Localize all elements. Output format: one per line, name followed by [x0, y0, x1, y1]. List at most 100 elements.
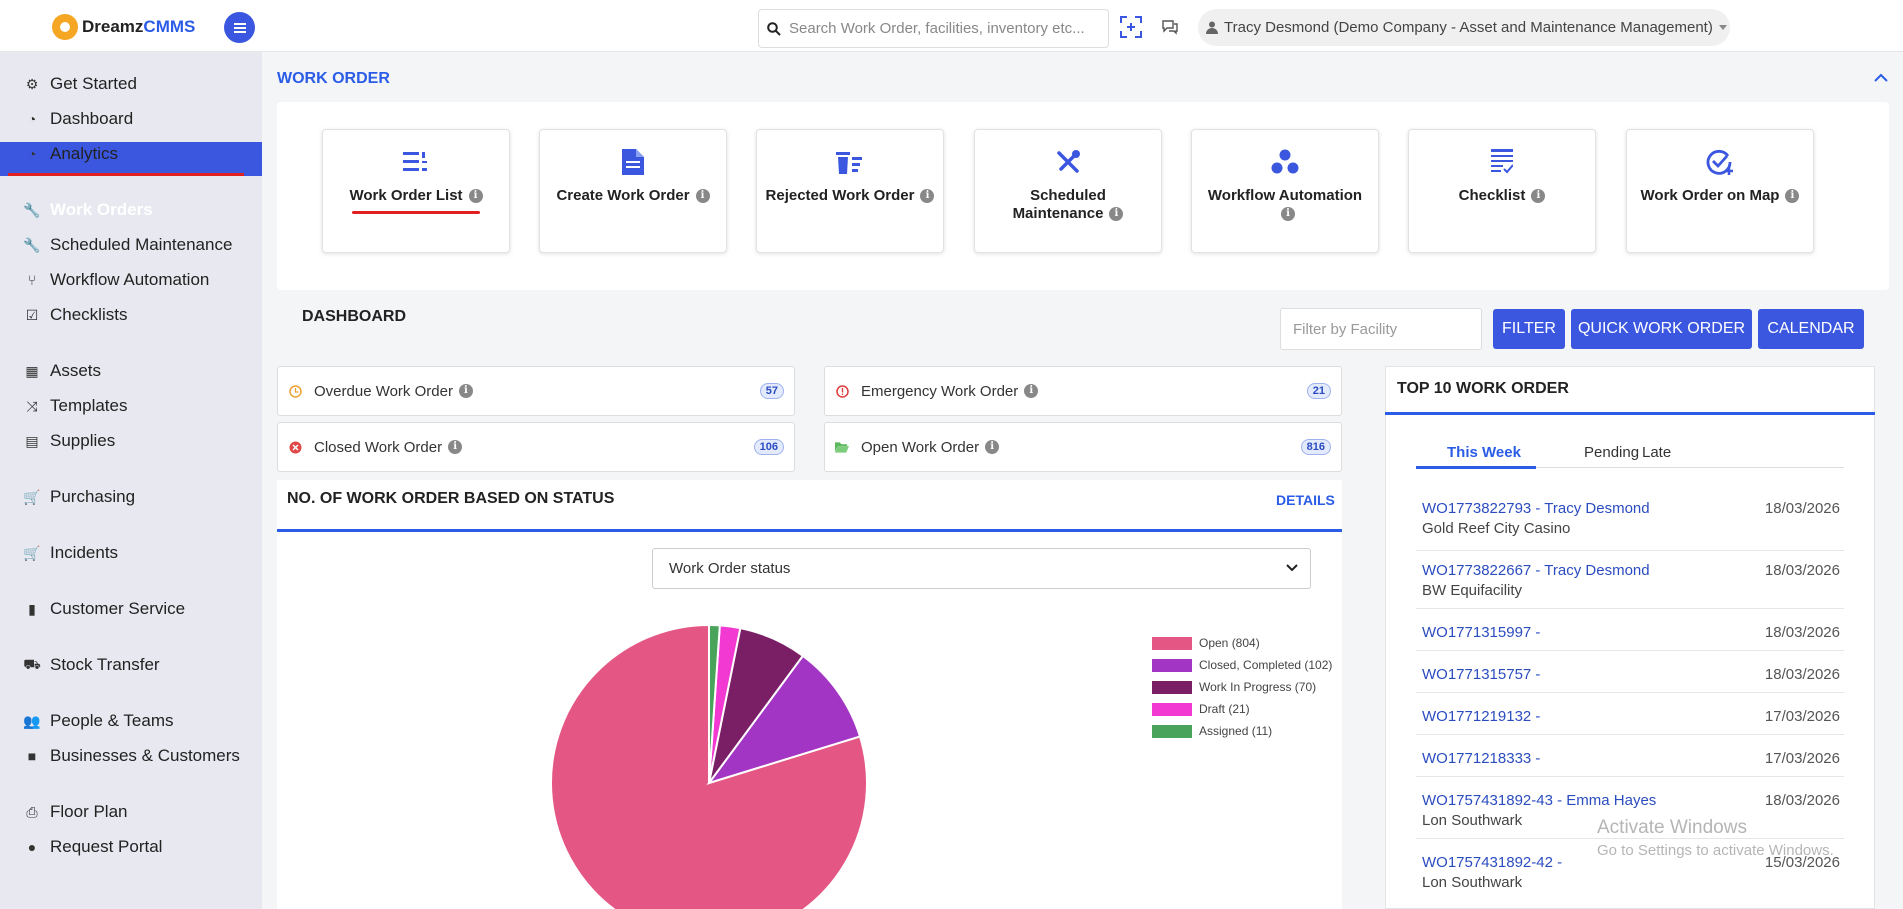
sidebar-item-analytics[interactable]: ◔ Analytics — [24, 142, 118, 166]
tile-checklist[interactable]: Checklist i — [1408, 129, 1596, 253]
work-order-link[interactable]: WO1771315757 - — [1422, 666, 1541, 683]
work-order-row[interactable]: WO1771315757 - 18/03/2026 — [1416, 666, 1844, 693]
wrench-icon: 🔧 — [23, 236, 41, 253]
work-order-link[interactable]: WO1771219132 - — [1422, 708, 1541, 725]
sidebar-item-dashboard[interactable]: ◔ Dashboard — [24, 107, 133, 131]
filter-by-facility-input[interactable] — [1280, 308, 1482, 350]
gears-icon: ⚙ — [25, 75, 39, 92]
closed-work-order-card[interactable]: Closed Work Order i 106 — [277, 422, 795, 472]
sidebar-item-people-teams[interactable]: 👥 People & Teams — [23, 709, 173, 733]
status-select[interactable]: Work Order status — [652, 548, 1311, 589]
work-order-link[interactable]: WO1773822793 - Tracy Desmond — [1422, 500, 1650, 517]
sidebar-item-label: Workflow Automation — [50, 270, 210, 289]
sidebar-item-workflow-automation[interactable]: ⑂ Workflow Automation — [24, 268, 210, 292]
calendar-button[interactable]: CALENDAR — [1758, 309, 1864, 349]
tile-workflow-automation[interactable]: Workflow Automation i — [1191, 129, 1379, 253]
work-order-date: 17/03/2026 — [1764, 708, 1840, 725]
sidebar-item-businesses-customers[interactable]: ■ Businesses & Customers — [24, 744, 240, 768]
tile-work-order-list[interactable]: Work Order List i — [322, 129, 510, 253]
sidebar-item-templates[interactable]: ⤨ Templates — [24, 394, 127, 418]
sidebar-item-assets[interactable]: ▦ Assets — [24, 359, 101, 383]
filter-button[interactable]: FILTER — [1493, 309, 1565, 349]
stat-label: Closed Work Order — [314, 438, 443, 456]
pie-slice[interactable] — [708, 623, 721, 784]
sidebar-active-highlight — [0, 142, 262, 176]
work-order-row[interactable]: WO1773822793 - Tracy Desmond Gold Reef C… — [1416, 500, 1844, 551]
user-menu[interactable]: Tracy Desmond (Demo Company - Asset and … — [1198, 9, 1730, 46]
sidebar-item-stock-transfer[interactable]: ⛟ Stock Transfer — [23, 653, 159, 677]
work-order-row[interactable]: WO1771315997 - 18/03/2026 — [1416, 624, 1844, 651]
work-order-link[interactable]: WO1771218333 - — [1422, 750, 1541, 767]
scan-icon[interactable] — [1118, 14, 1144, 40]
sidebar-item-supplies[interactable]: ▤ Supplies — [24, 429, 115, 453]
section-title: WORK ORDER — [277, 70, 390, 87]
menu-toggle-button[interactable] — [224, 12, 255, 43]
clock-icon — [288, 384, 302, 398]
quick-work-order-button[interactable]: QUICK WORK ORDER — [1571, 309, 1752, 349]
tile-rejected-work-order[interactable]: Rejected Work Order i — [756, 129, 944, 253]
info-icon[interactable]: i — [1785, 189, 1800, 204]
sidebar-item-incidents[interactable]: 🛒 Incidents — [23, 541, 118, 565]
info-icon[interactable]: i — [695, 189, 710, 204]
tab-pending[interactable]: Pending — [1584, 444, 1640, 461]
tile-scheduled-maintenance[interactable]: Scheduled Maintenance i — [974, 129, 1162, 253]
sidebar-item-label: Purchasing — [50, 487, 136, 506]
work-order-row[interactable]: WO1757431892-43 - Emma Hayes Lon Southwa… — [1416, 792, 1844, 839]
work-order-link[interactable]: WO1771315997 - — [1422, 624, 1541, 641]
info-icon[interactable]: i — [1024, 384, 1039, 398]
chat-icon[interactable] — [1157, 14, 1183, 40]
info-icon[interactable]: i — [985, 440, 1000, 454]
info-icon[interactable]: i — [448, 440, 463, 454]
pie-slice[interactable] — [706, 654, 862, 785]
app-logo[interactable]: DreamzCMMS — [52, 14, 195, 40]
work-order-link[interactable]: WO1757431892-42 - — [1422, 854, 1563, 871]
emergency-work-order-card[interactable]: Emergency Work Order i 21 — [824, 366, 1342, 416]
activate-windows-watermark: Activate Windows — [1597, 817, 1747, 838]
stat-label: Open Work Order — [861, 438, 980, 456]
sidebar-item-get-started[interactable]: ⚙ Get Started — [24, 72, 137, 96]
sidebar-item-scheduled-maintenance[interactable]: 🔧 Scheduled Maintenance — [23, 233, 232, 257]
top-10-title: TOP 10 WORK ORDER — [1397, 380, 1569, 397]
legend-item: Draft (21) — [1152, 698, 1332, 720]
tile-label: Create Work Order — [556, 187, 690, 204]
tab-late[interactable]: Late — [1642, 444, 1672, 461]
sidebar-item-request-portal[interactable]: ● Request Portal — [24, 835, 163, 859]
sidebar-item-checklists[interactable]: ☑ Checklists — [24, 303, 128, 327]
details-link[interactable]: DETAILS — [1276, 492, 1335, 508]
legend-swatch — [1152, 658, 1192, 672]
work-order-row[interactable]: WO1757431892-42 - Lon Southwark 15/03/20… — [1416, 854, 1844, 901]
global-search[interactable] — [758, 9, 1109, 48]
info-icon[interactable]: i — [468, 189, 483, 204]
sidebar-item-label: Floor Plan — [50, 802, 128, 821]
info-icon[interactable]: i — [1109, 207, 1124, 222]
sidebar-item-floor-plan[interactable]: ⎙ Floor Plan — [24, 800, 127, 824]
checklist-icon — [1487, 147, 1517, 177]
sidebar-item-work-orders[interactable]: 🔧 Work Orders — [23, 198, 152, 222]
sidebar-item-label: Customer Service — [50, 599, 186, 618]
top-10-rule — [1385, 412, 1875, 415]
search-input[interactable] — [789, 20, 1089, 37]
work-order-row[interactable]: WO1771218333 - 17/03/2026 — [1416, 750, 1844, 777]
tile-create-work-order[interactable]: Create Work Order i — [539, 129, 727, 253]
work-order-link[interactable]: WO1757431892-43 - Emma Hayes — [1422, 792, 1657, 809]
chevron-up-icon[interactable] — [1873, 70, 1889, 86]
work-order-row[interactable]: WO1771219132 - 17/03/2026 — [1416, 708, 1844, 735]
info-icon[interactable]: i — [920, 189, 935, 204]
overdue-work-order-card[interactable]: Overdue Work Order i 57 — [277, 366, 795, 416]
tile-work-order-on-map[interactable]: Work Order on Map i — [1626, 129, 1814, 253]
user-icon — [1206, 21, 1218, 34]
work-order-link[interactable]: WO1773822667 - Tracy Desmond — [1422, 562, 1650, 579]
work-order-row[interactable]: WO1773822667 - Tracy Desmond BW Equifaci… — [1416, 562, 1844, 609]
work-order-location: Lon Southwark — [1422, 812, 1523, 829]
tab-this-week[interactable]: This Week — [1447, 444, 1521, 461]
tile-label: Workflow Automation — [1207, 187, 1363, 204]
cart-icon: 🛒 — [23, 488, 41, 505]
info-icon[interactable]: i — [1281, 207, 1295, 222]
sidebar-item-purchasing[interactable]: 🛒 Purchasing — [23, 485, 136, 509]
work-order-location: Lon Southwark — [1422, 874, 1523, 891]
info-icon[interactable]: i — [458, 384, 473, 398]
open-work-order-card[interactable]: Open Work Order i 816 — [824, 422, 1342, 472]
info-icon[interactable]: i — [1531, 189, 1546, 204]
sidebar-item-customer-service[interactable]: ▮ Customer Service — [24, 597, 185, 621]
legend-item: Closed, Completed (102) — [1152, 654, 1332, 676]
